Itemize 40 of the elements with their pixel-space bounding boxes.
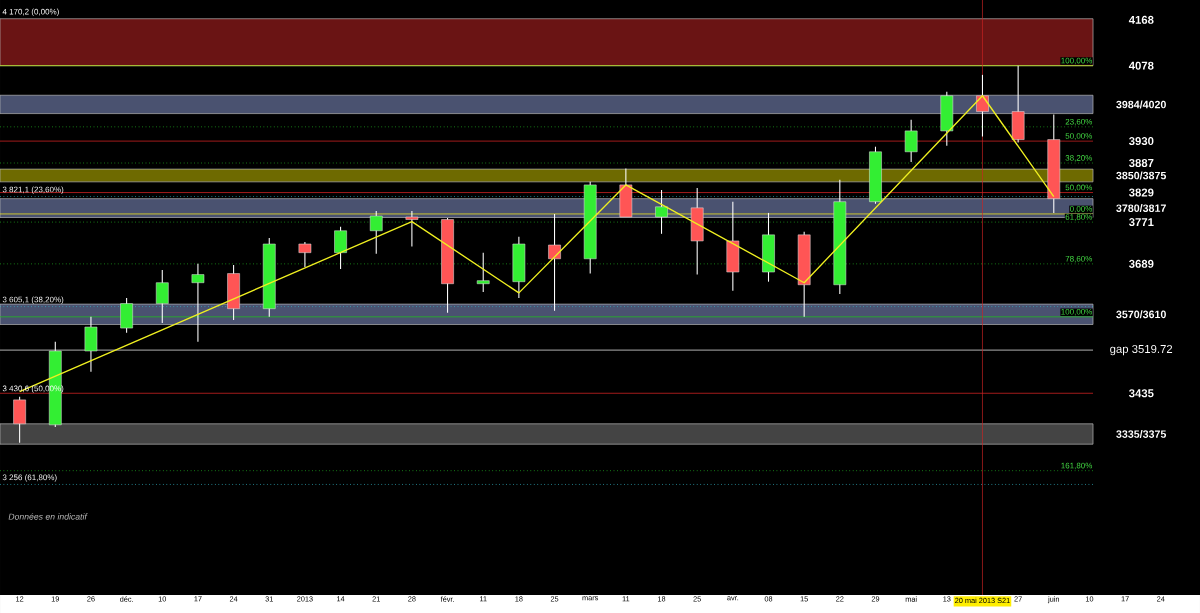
y-tick-label: 3829 — [1128, 188, 1154, 197]
annotation: 3 256 (61,80%) — [2, 474, 57, 482]
candlestick — [976, 74, 989, 138]
candlestick — [476, 252, 490, 293]
y-tick-label: 4078 — [1128, 61, 1154, 70]
annotation: Données en indicatif — [8, 513, 88, 520]
band-label: 3570/3610 — [1116, 310, 1166, 319]
y-tick-label: 3771 — [1128, 218, 1154, 227]
annotation: 100,00% — [1061, 57, 1093, 65]
annotation: 61,80% — [1065, 214, 1093, 221]
candlestick — [298, 241, 312, 268]
annotation: 38,20% — [1065, 155, 1093, 162]
y-tick-label: 3435 — [1128, 389, 1154, 398]
annotation: 161,80% — [1061, 462, 1093, 470]
candlestick — [655, 189, 668, 235]
ref-line-label: gap 3519.72 — [1110, 344, 1173, 356]
y-tick-label: 3930 — [1128, 137, 1154, 146]
band-label: 3335/3375 — [1116, 430, 1167, 438]
candlestick — [369, 210, 383, 255]
y-tick-label: 4168 — [1128, 15, 1154, 24]
annotation: 50,00% — [1065, 184, 1093, 192]
candlestick — [904, 119, 918, 163]
candlestick — [548, 213, 561, 312]
annotation: 23,60% — [1065, 118, 1093, 126]
candlestick — [13, 396, 26, 444]
annotation: 78,60% — [1065, 255, 1093, 263]
y-tick-label: 3887 — [1128, 158, 1154, 168]
annotation: 4 170,2 (0,00%) — [2, 8, 59, 17]
candlestick — [191, 263, 205, 343]
candlestick — [155, 269, 169, 324]
annotation: 100,00% — [1061, 308, 1093, 316]
annotation: 0,00% — [1069, 206, 1093, 213]
y-tick-label: 3689 — [1128, 259, 1154, 268]
band-label: 3984/4020 — [1116, 100, 1166, 109]
band-label: 3780/3817 — [1116, 204, 1166, 213]
candlestick — [405, 210, 419, 248]
annotation: 50,00% — [1065, 133, 1093, 140]
annotation: 3 605,1 (38,20%) — [2, 296, 64, 304]
band-label: 3850/3875 — [1116, 171, 1167, 180]
candlestick — [334, 226, 347, 270]
